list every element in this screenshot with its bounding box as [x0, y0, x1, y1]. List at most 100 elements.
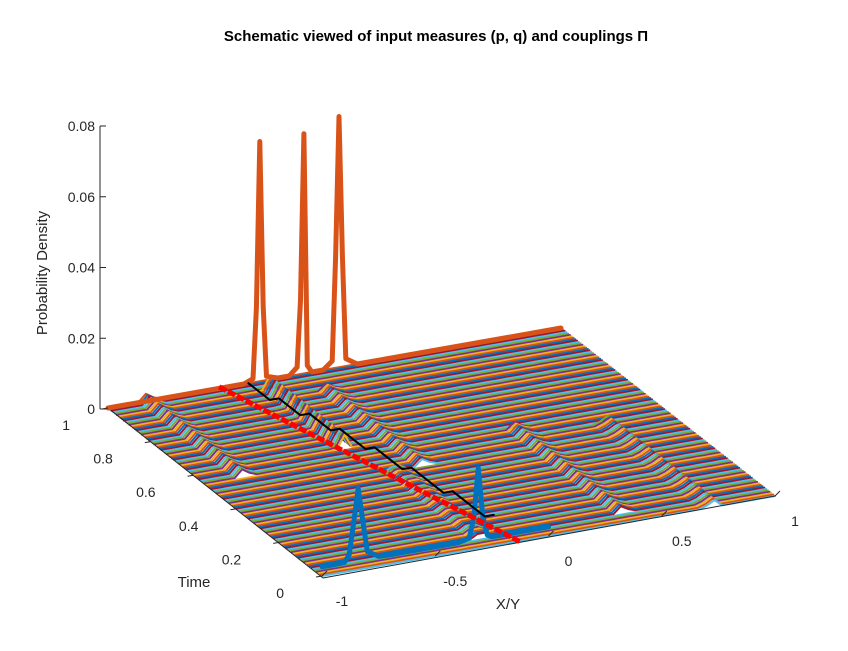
ribbon-line: [164, 371, 620, 454]
x-axis-line: [322, 495, 776, 579]
z-tick-label: 0.06: [68, 189, 95, 205]
x-tick-mark: [774, 490, 781, 497]
ribbon-line: [294, 474, 750, 556]
ribbon-line: [219, 415, 675, 498]
ribbon-line: [165, 373, 621, 456]
ribbon-line: [222, 418, 678, 500]
ribbon-line: [139, 352, 595, 435]
y-tick-label: 0: [276, 585, 284, 601]
z-axis-label: Probability Density: [34, 210, 51, 335]
x-axis-label: X/Y: [496, 596, 520, 613]
ribbon-line: [292, 472, 748, 555]
x-tick-label: -1: [336, 593, 349, 609]
y-tick-label: 0.8: [93, 451, 113, 467]
ribbon-line: [196, 397, 652, 479]
ribbon-line: [280, 462, 735, 545]
ribbon-line: [149, 360, 605, 443]
ribbon-line: [169, 376, 625, 458]
ribbon-line: [267, 453, 723, 535]
z-tick-label: 0.02: [68, 330, 95, 346]
ribbon-line: [260, 447, 716, 530]
ribbon-line: [181, 385, 637, 468]
x-tick-label: 1: [791, 513, 799, 529]
z-tick-label: 0: [87, 401, 95, 417]
chart-title: Schematic viewed of input measures (p, q…: [224, 28, 648, 45]
ribbon-line: [190, 392, 646, 475]
x-tick-mark: [661, 510, 668, 517]
ribbon-line: [265, 451, 721, 534]
ribbon-line: [285, 467, 741, 549]
ribbon-line: [178, 383, 634, 465]
ribbon-line: [210, 408, 666, 491]
y-axis-label: Time: [178, 574, 211, 591]
ribbon-line: [201, 401, 657, 484]
ribbon-line: [235, 427, 691, 510]
ribbon-line: [156, 366, 612, 449]
ribbon-line: [124, 341, 580, 423]
ribbon-line: [137, 350, 593, 433]
ribbon-line: [171, 377, 627, 460]
ribbon-line: [174, 380, 630, 463]
ribbon-line: [158, 367, 614, 450]
ribbon-line: [237, 429, 693, 512]
ribbon-line: [144, 356, 600, 439]
x-tick-label: 0.5: [672, 533, 692, 549]
ribbon-line: [185, 388, 641, 471]
ribbon-line: [283, 465, 739, 548]
ribbon-line: [255, 443, 710, 526]
ribbon-line: [130, 345, 586, 428]
ribbon-line: [117, 335, 573, 418]
x-tick-mark: [548, 530, 554, 537]
ribbon-line: [114, 332, 570, 415]
ribbon-line: [192, 394, 648, 477]
ribbon-line: [239, 430, 694, 513]
ribbon-line: [126, 342, 582, 425]
ribbon-line: [231, 425, 687, 507]
x-tick-label: 0: [565, 553, 573, 569]
ribbon-line: [112, 331, 568, 414]
ribbon-line: [308, 485, 764, 568]
ribbon-line: [110, 329, 566, 412]
p-curve: [319, 465, 551, 570]
ribbon-line: [203, 402, 659, 485]
ribbon-line: [167, 374, 623, 457]
ticks-group: -1 -0.5 0 0.5 1 0 0.2 0.4 0.6 0.8 1 0 0.02 0.04 0.06 0.…: [62, 118, 799, 609]
ribbon-line: [242, 433, 698, 516]
ribbon-line: [121, 338, 577, 421]
ribbon-line: [306, 483, 762, 566]
ribbon-line: [160, 369, 616, 451]
ribbon-line: [304, 482, 760, 565]
ribbon-line: [217, 413, 673, 496]
transport-path: [247, 382, 495, 518]
y-axis-line: [107, 407, 324, 579]
z-tick-label: 0.08: [68, 118, 95, 134]
ribbon-line: [155, 364, 611, 447]
z-tick-label: 0.04: [68, 260, 95, 276]
ribbon-line: [297, 476, 753, 559]
ribbon-line: [194, 395, 650, 478]
ribbon-line: [228, 422, 684, 505]
ribbon-line: [187, 390, 643, 472]
ribbon-line: [115, 334, 571, 416]
y-tick-label: 1: [62, 417, 70, 433]
ribbon-line: [269, 454, 725, 537]
ribbon-line: [133, 348, 589, 430]
ribbon-line: [281, 464, 737, 547]
ribbon-line: [197, 398, 653, 481]
ribbon-line: [176, 381, 632, 464]
ribbon-line: [153, 363, 609, 446]
ribbon-line: [162, 370, 618, 453]
ribbon-line: [205, 404, 661, 486]
ribbon-line: [272, 457, 728, 540]
ribbon-line: [206, 405, 662, 488]
y-tick-label: 0.2: [222, 551, 242, 567]
ribbon-line: [140, 353, 596, 436]
ribbon-line: [230, 423, 685, 506]
ribbon-line: [212, 409, 668, 492]
x-tick-mark: [434, 550, 441, 557]
ribbon-line: [146, 357, 602, 440]
ribbon-line: [119, 336, 575, 419]
y-tick-label: 0.6: [136, 484, 156, 500]
ribbon-line: [246, 436, 702, 519]
